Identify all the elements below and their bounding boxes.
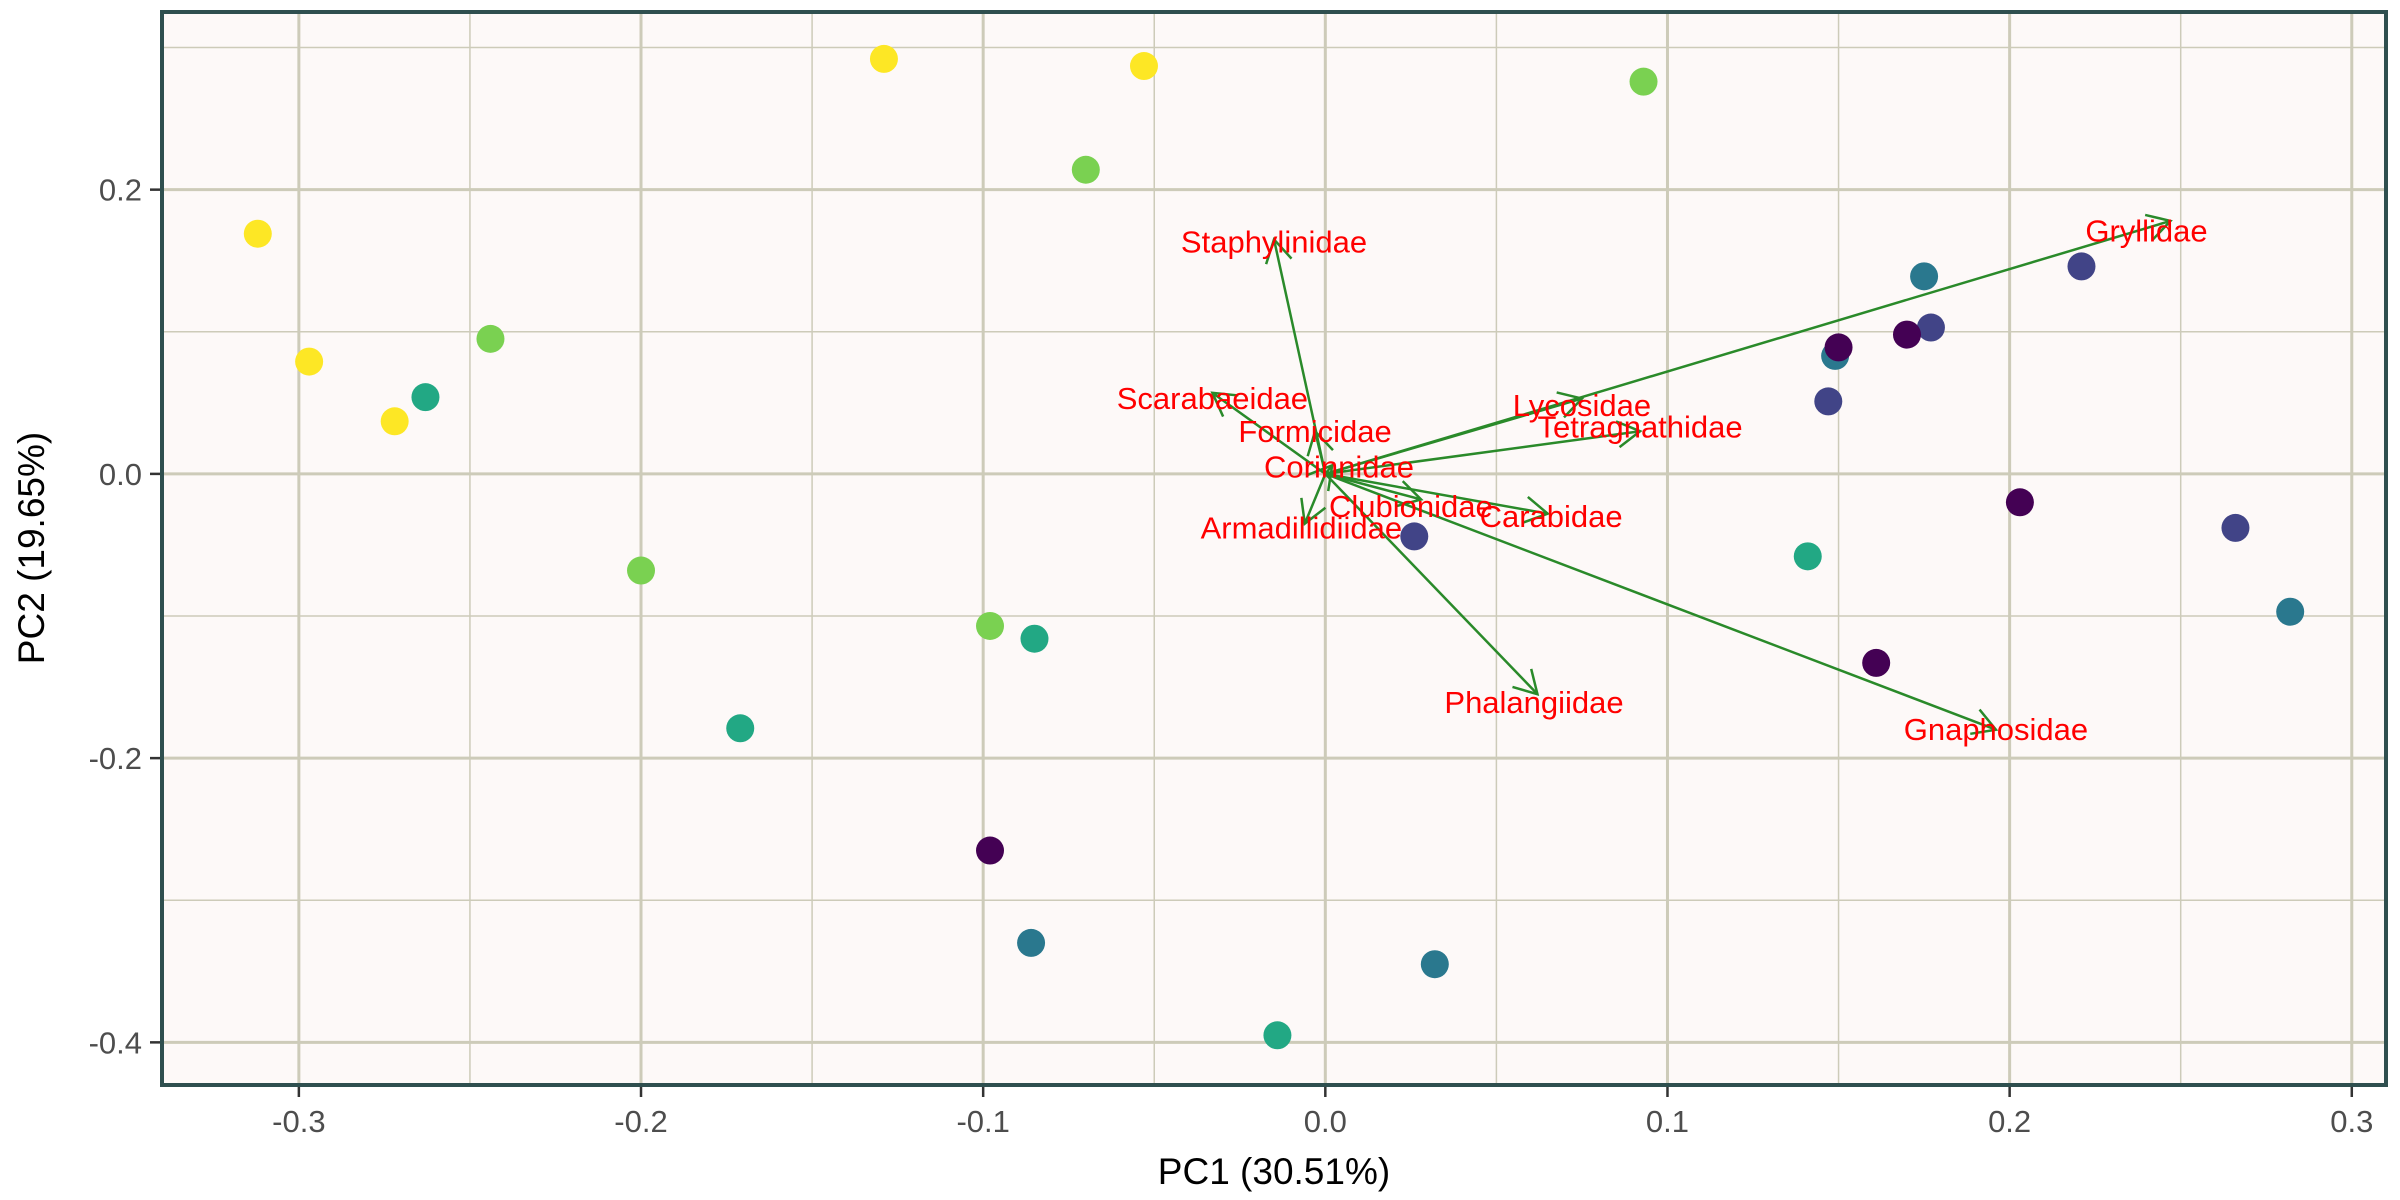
data-point xyxy=(1793,542,1822,571)
x-tick-label: -0.3 xyxy=(272,1104,325,1139)
loading-arrow xyxy=(1324,472,1999,736)
x-tick-label: 0.0 xyxy=(1304,1104,1347,1139)
loading-arrows xyxy=(1210,213,2173,736)
data-point xyxy=(1263,1021,1292,1050)
loading-arrow xyxy=(1306,428,1334,475)
x-tick-label: -0.2 xyxy=(614,1104,667,1139)
data-point xyxy=(1862,648,1891,677)
loading-label: Corinnidae xyxy=(1264,449,1414,484)
data-point xyxy=(411,383,440,412)
panel-background xyxy=(162,12,2386,1085)
data-point xyxy=(869,44,898,73)
loading-label: Scarabaeidae xyxy=(1117,381,1308,416)
y-tick-label: -0.4 xyxy=(89,1025,142,1060)
data-point xyxy=(2276,597,2305,626)
data-point xyxy=(1910,262,1939,291)
data-point xyxy=(976,836,1005,865)
data-point xyxy=(380,407,409,436)
loading-label: Clubionidae xyxy=(1329,489,1493,524)
y-tick-label: -0.2 xyxy=(89,741,142,776)
x-tick-label: 0.1 xyxy=(1646,1104,1689,1139)
data-point xyxy=(1400,522,1429,551)
loading-arrow xyxy=(1210,391,1327,475)
loading-label: Armadillidiidae xyxy=(1201,510,1403,545)
data-point xyxy=(1814,387,1843,416)
loading-label: Lycosidae xyxy=(1513,388,1651,423)
loading-arrow xyxy=(1307,463,1334,492)
x-tick-label: 0.2 xyxy=(1988,1104,2031,1139)
data-point xyxy=(1916,313,1945,342)
loading-label: Gnaphosidae xyxy=(1904,712,2088,747)
data-point xyxy=(1629,67,1658,96)
loading-arrow xyxy=(1324,473,1540,696)
panel-border xyxy=(160,10,2388,1087)
points-layer xyxy=(243,44,2305,1050)
data-point xyxy=(2067,252,2096,281)
loading-label: Staphylinidae xyxy=(1181,225,1367,260)
loading-arrow xyxy=(1300,473,1327,526)
data-point xyxy=(726,714,755,743)
data-point xyxy=(243,219,272,248)
y-axis: -0.4 -0.2 0.0 0.2 xyxy=(89,173,160,1060)
data-point xyxy=(1824,333,1853,362)
loading-label: Formicidae xyxy=(1238,414,1391,449)
loading-arrow xyxy=(1325,420,1643,476)
data-point xyxy=(1129,52,1158,81)
loading-label: Tetragnathidae xyxy=(1538,409,1743,444)
x-axis: -0.3 -0.2 -0.1 0.0 0.1 0.2 0.3 xyxy=(272,1087,2373,1139)
data-point xyxy=(2005,488,2034,517)
data-point xyxy=(1020,624,1049,653)
data-point xyxy=(1420,950,1449,979)
loading-label: Gryllidae xyxy=(2085,213,2207,248)
loading-arrow xyxy=(1325,472,1551,524)
data-point xyxy=(1017,928,1046,957)
data-point xyxy=(2221,513,2250,542)
loading-arrow xyxy=(1324,391,1585,476)
data-point xyxy=(976,611,1005,640)
data-point xyxy=(295,347,324,376)
loading-label: Phalangiidae xyxy=(1444,685,1623,720)
data-point xyxy=(1071,155,1100,184)
data-point xyxy=(476,324,505,353)
y-tick-label: 0.2 xyxy=(99,173,142,208)
data-point xyxy=(1892,320,1921,349)
loading-label: Carabidae xyxy=(1480,499,1623,534)
y-tick-label: 0.0 xyxy=(99,457,142,492)
loading-labels: Gryllidae Staphylinidae ScarabaeidaeFormic… xyxy=(1117,213,2208,747)
x-tick-label: 0.3 xyxy=(2330,1104,2373,1139)
x-tick-label: -0.1 xyxy=(956,1104,1009,1139)
y-axis-title: PC2 (19.65%) xyxy=(11,432,52,664)
data-point xyxy=(627,556,656,585)
x-axis-title: PC1 (30.51%) xyxy=(1158,1151,1390,1192)
